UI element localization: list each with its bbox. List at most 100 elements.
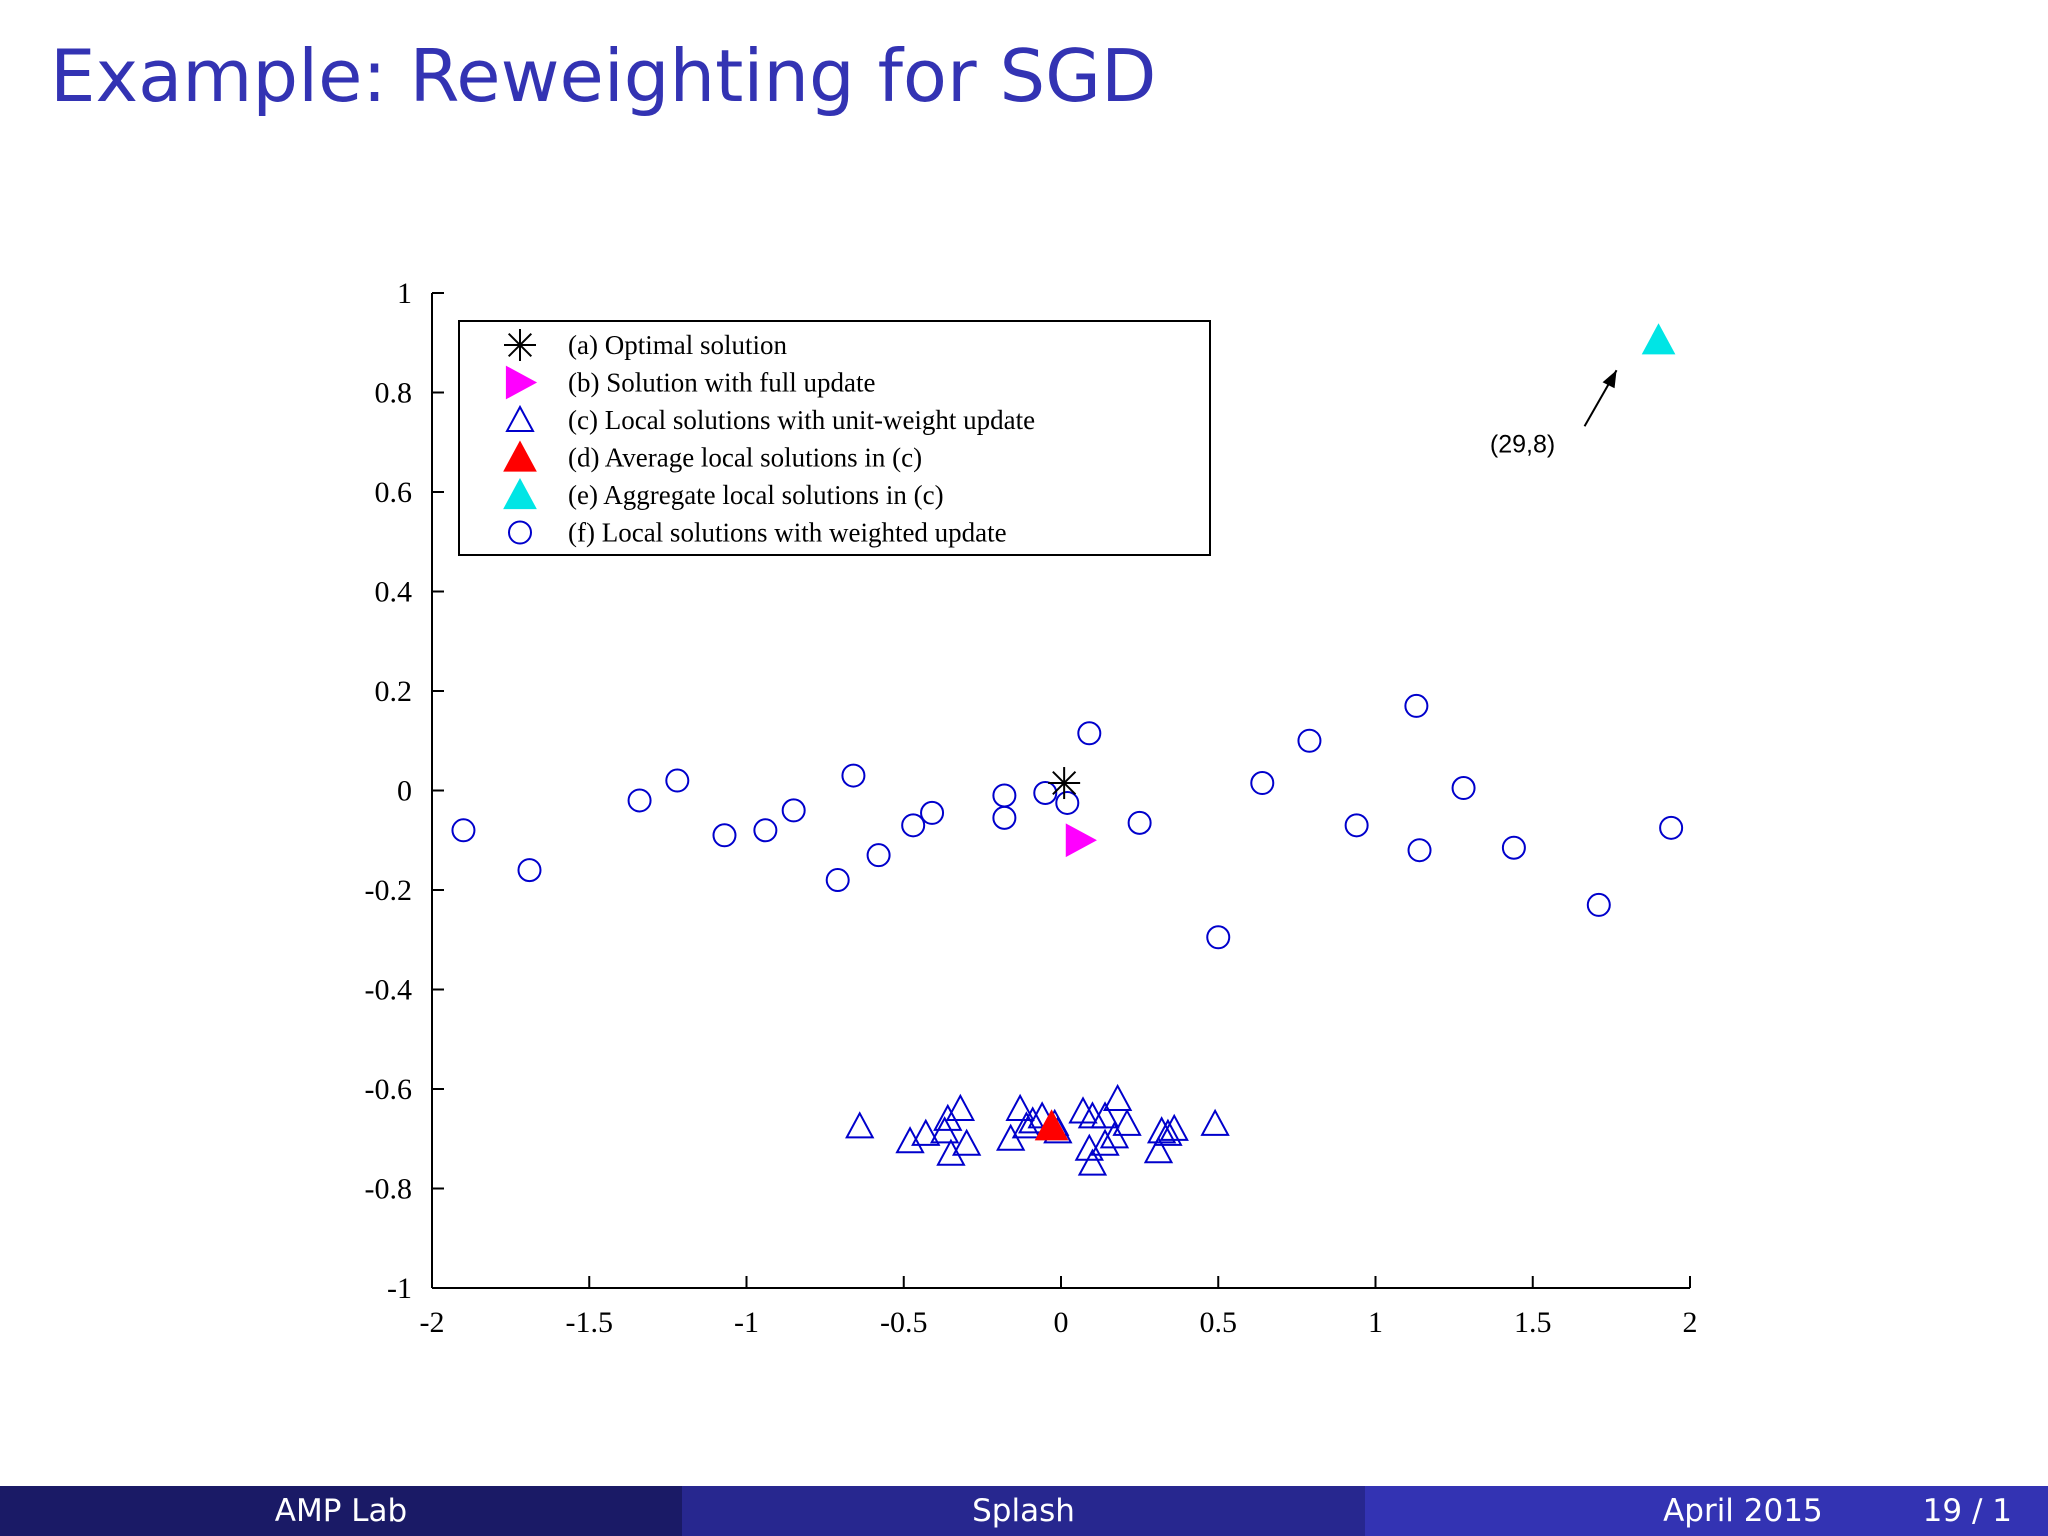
axes [431, 292, 1691, 1289]
x-tick-label: 0.5 [1200, 1306, 1238, 1339]
x-tick-label: 1.5 [1514, 1306, 1552, 1339]
weighted-point [992, 805, 1017, 830]
optimal-point [1048, 767, 1081, 800]
weighted-point [517, 858, 542, 883]
weighted-point [841, 763, 866, 788]
unit-weight-point [1200, 1108, 1230, 1136]
legend-marker [505, 404, 535, 433]
legend-marker [508, 520, 532, 545]
unit-weight-point [1102, 1083, 1133, 1111]
weighted-point [1127, 810, 1152, 835]
weighted-point [1407, 838, 1432, 863]
weighted-point [825, 868, 850, 893]
unit-weight-point [1159, 1113, 1189, 1141]
weighted-point [1659, 815, 1684, 840]
y-tick-label: 0 [397, 775, 412, 808]
weighted-point [712, 823, 737, 848]
unit-weight-point [1146, 1116, 1177, 1144]
y-tick-label: 0.2 [375, 675, 413, 708]
slide-title: Example: Reweighting for SGD [50, 34, 1157, 118]
weighted-point [1055, 790, 1080, 815]
unit-weight-point [1153, 1118, 1183, 1146]
unit-weight-point [1143, 1136, 1174, 1164]
annotation: (29,8) [1490, 369, 1618, 458]
y-tick-label: 0.4 [375, 576, 413, 609]
unit-weight-point [1112, 1108, 1142, 1136]
weighted-point [781, 798, 806, 823]
legend-marker [504, 329, 536, 361]
legend-label: (a) Optimal solution [568, 330, 787, 360]
y-tick-label: 0.8 [375, 377, 413, 410]
footer-author: AMP Lab [0, 1486, 682, 1536]
weighted-point [1586, 892, 1611, 917]
legend-box [458, 320, 1211, 556]
weighted-point [866, 843, 891, 868]
legend-label: (c) Local solutions with unit-weight upd… [568, 405, 1035, 435]
legend-marker [503, 440, 537, 472]
weighted-point [920, 800, 945, 825]
weighted-point [992, 783, 1017, 808]
annotation-label: (29,8) [1490, 430, 1555, 458]
weighted-point [1451, 776, 1476, 801]
unit-weight-point [936, 1138, 966, 1166]
footer-page-number: 19 / 1 [1922, 1493, 2012, 1529]
legend-label: (e) Aggregate local solutions in (c) [568, 480, 944, 510]
legend: (a) Optimal solution (b) Solution with fu… [458, 320, 1211, 556]
x-tick-label: -2 [420, 1306, 445, 1339]
weighted-point [753, 818, 778, 843]
data-points [451, 323, 1684, 1176]
full-update-point [1065, 823, 1097, 858]
y-tick-label: -0.6 [365, 1073, 413, 1106]
legend-marker [503, 477, 537, 510]
y-tick-label: 0.6 [375, 476, 413, 509]
legend-marker [505, 365, 538, 400]
y-tick-label: -0.4 [365, 974, 413, 1007]
legend-label: (f) Local solutions with weighted update [568, 518, 1007, 548]
weighted-point [1033, 780, 1058, 805]
unit-weight-point [1077, 1148, 1108, 1176]
unit-weight-point [1090, 1128, 1120, 1156]
weighted-point [1297, 728, 1322, 753]
weighted-point [901, 813, 926, 838]
aggregate-point [1641, 323, 1676, 355]
unit-weight-point [1090, 1101, 1120, 1129]
weighted-point [665, 768, 690, 793]
weighted-point [1501, 835, 1526, 860]
x-tick-label: -1.5 [566, 1306, 614, 1339]
scatter-plot: -2 -1.5 -1 -0.5 0 0.5 1 1.5 2 1 0.8 0.6 0.4 0.2 0 -0.2 -… [365, 277, 1698, 1339]
unit-weight-point [951, 1128, 982, 1156]
y-tick-label: -1 [387, 1272, 412, 1305]
weighted-point [627, 788, 652, 813]
unit-weight-point [1005, 1093, 1035, 1121]
x-tick-label: 1 [1368, 1306, 1383, 1339]
unit-weight-point [845, 1111, 875, 1139]
unit-weight-point [1018, 1106, 1048, 1134]
weighted-point [1206, 925, 1231, 950]
average-point [1034, 1109, 1069, 1141]
x-tick-label: 2 [1683, 1306, 1698, 1339]
x-tick-label: 0 [1054, 1306, 1069, 1339]
y-tick-label: -0.8 [365, 1173, 413, 1206]
annotation-arrowhead [1602, 370, 1617, 389]
weighted-point [1404, 693, 1429, 718]
legend-label: (d) Average local solutions in (c) [568, 443, 922, 473]
unit-weight-point [1011, 1111, 1042, 1139]
weighted-point [1344, 813, 1369, 838]
unit-weight-point [933, 1103, 963, 1131]
weighted-point [1250, 771, 1275, 796]
y-tick-label: -0.2 [365, 874, 413, 907]
unit-weight-point [945, 1093, 976, 1121]
footer-title: Splash [682, 1486, 1365, 1536]
unit-weight-point [911, 1118, 941, 1146]
footer-right: April 2015 19 / 1 [1365, 1486, 2048, 1536]
x-tick-label: -1 [734, 1306, 759, 1339]
weighted-point [451, 818, 476, 843]
footer-date: April 2015 [1663, 1493, 1823, 1529]
legend-label: (b) Solution with full update [568, 368, 875, 398]
tick-labels: -2 -1.5 -1 -0.5 0 0.5 1 1.5 2 1 0.8 0.6 0.4 0.2 0 -0.2 -… [365, 277, 1698, 1339]
unit-weight-point [895, 1126, 925, 1154]
x-tick-label: -0.5 [880, 1306, 928, 1339]
footer: AMP Lab Splash April 2015 19 / 1 [0, 1486, 2048, 1536]
y-tick-label: 1 [397, 277, 412, 310]
weighted-point [1077, 721, 1102, 746]
